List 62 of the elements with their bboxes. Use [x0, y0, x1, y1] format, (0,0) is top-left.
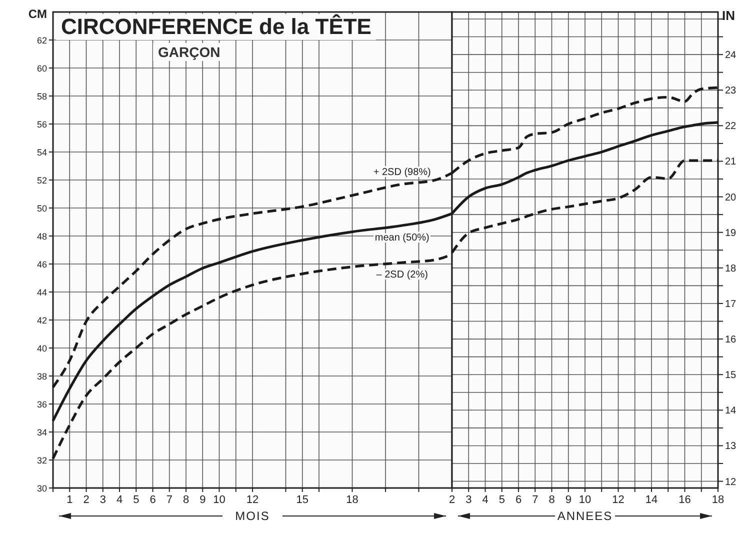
y2-axis-title: IN	[722, 8, 735, 23]
x-tick-label: 12	[612, 494, 624, 506]
x-tick-label: 12	[246, 494, 259, 506]
x-tick-label: 6	[150, 494, 156, 506]
x-axis-title: ANNEES	[557, 509, 613, 523]
y-tick-label: 52	[36, 176, 47, 186]
x-tick-label: 10	[578, 494, 592, 506]
y-tick-label: 44	[36, 288, 47, 298]
y-tick-label: 58	[36, 92, 47, 102]
x-tick-label: 14	[645, 494, 658, 506]
x-tick-label: 15	[296, 494, 308, 506]
y-tick-label: 60	[36, 64, 47, 74]
y-tick-label: 40	[36, 344, 47, 354]
y2-tick-label: 13	[725, 441, 737, 452]
x-tick-label: 9	[200, 494, 206, 506]
y-axis-title: CM	[28, 7, 47, 21]
chart-title: CIRCONFERENCE de la TÊTE	[61, 14, 372, 39]
x-tick-label: 7	[532, 494, 538, 506]
y-tick-label: 50	[36, 204, 47, 214]
y-tick-label: 62	[36, 36, 47, 46]
y2-tick-label: 22	[725, 121, 737, 132]
x-tick-label: 5	[133, 494, 140, 506]
y-tick-label: 38	[36, 372, 47, 382]
y2-tick-label: 19	[725, 228, 737, 239]
x-tick-label: 2	[83, 494, 90, 506]
y2-tick-label: 17	[725, 298, 737, 310]
y-tick-label: 30	[36, 484, 47, 494]
y2-tick-label: 16	[725, 334, 737, 346]
x-tick-label: 4	[482, 494, 488, 506]
y-tick-label: 42	[36, 316, 47, 326]
x-axis-title: MOIS	[235, 509, 270, 523]
y2-tick-label: 14	[725, 406, 737, 417]
y2-tick-label: 21	[725, 156, 737, 168]
y2-tick-label: 23	[725, 86, 737, 97]
x-tick-label: 4	[116, 494, 123, 506]
x-tick-label: 18	[346, 494, 358, 506]
x-tick-label: 7	[166, 494, 172, 506]
x-tick-label: 16	[678, 494, 691, 506]
y2-tick-label: 15	[725, 370, 737, 382]
y-tick-label: 56	[36, 120, 47, 130]
x-tick-label: 5	[498, 494, 505, 506]
y-tick-label: 36	[36, 400, 47, 410]
x-tick-label: 2	[448, 494, 456, 506]
x-tick-label: 6	[515, 494, 522, 506]
x-tick-label: 1	[66, 494, 73, 506]
y2-tick-label: 18	[725, 263, 737, 274]
x-tick-label: 8	[548, 494, 555, 506]
y2-tick-label: 12	[725, 476, 737, 488]
y-tick-label: 34	[36, 428, 47, 438]
y-tick-label: 32	[36, 456, 47, 466]
x-tick-label: 8	[182, 494, 190, 506]
y-tick-label: 48	[36, 232, 47, 242]
x-tick-label: 10	[213, 494, 226, 506]
x-tick-label: 18	[712, 494, 724, 506]
x-tick-label: 9	[565, 494, 572, 506]
text: GARÇON	[158, 44, 220, 60]
x-tick-label: 3	[100, 494, 106, 506]
y-tick-label: 54	[36, 148, 47, 158]
y2-tick-label: 24	[725, 50, 737, 62]
y2-tick-label: 20	[725, 192, 737, 204]
x-tick-label: 3	[466, 494, 472, 506]
y-tick-label: 46	[36, 260, 47, 270]
